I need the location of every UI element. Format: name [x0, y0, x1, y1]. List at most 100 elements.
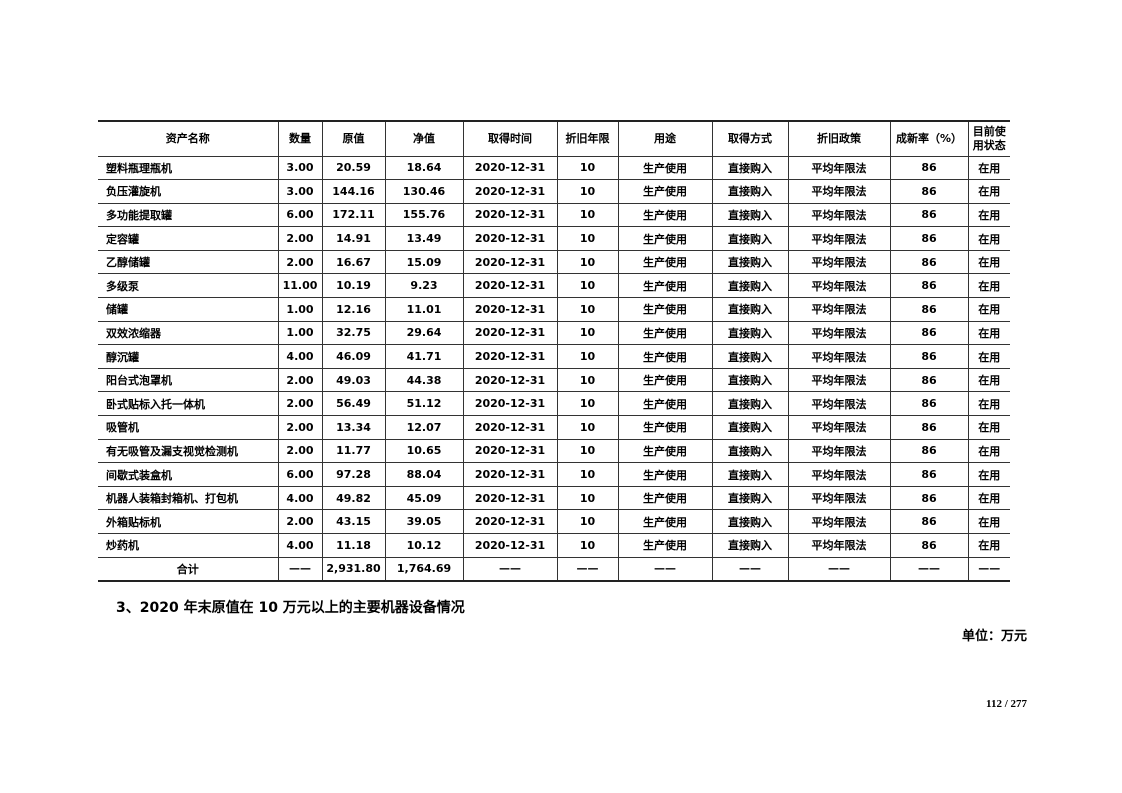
table-cell: 4.00: [277, 485, 323, 511]
table-cell: 2020-12-31: [462, 415, 558, 440]
table-row: 吸管机 2.00 13.34 12.07 2020-12-31 10 生产使用 直接购入 平均年…: [98, 415, 1010, 440]
total-cell: ——: [556, 556, 619, 582]
table-cell: 在用: [967, 367, 1010, 393]
table-cell: 2020-12-31: [462, 202, 558, 228]
table-cell: 13.34: [321, 415, 386, 440]
total-cell: ——: [462, 556, 558, 582]
table-cell: 平均年限法: [787, 202, 891, 228]
table-cell: 45.09: [384, 485, 464, 511]
table-cell: 2020-12-31: [462, 367, 558, 393]
table-cell: 86: [889, 297, 969, 322]
table-row: 外箱贴标机 2.00 43.15 39.05 2020-12-31 10 生产使用 直接购入平…: [98, 509, 1010, 534]
table-cell: 间歇式装盒机: [98, 462, 279, 487]
table-cell: 直接购入: [711, 462, 789, 487]
table-cell: 2.00: [277, 415, 323, 440]
table-cell: 平均年限法: [787, 415, 891, 440]
table-cell: 10: [556, 462, 619, 487]
table-cell: 生产使用: [617, 485, 713, 511]
table-cell: 39.05: [384, 509, 464, 534]
table-cell: 10: [556, 155, 619, 181]
table-cell: 平均年限法: [787, 367, 891, 393]
table-cell: 10: [556, 297, 619, 322]
table-cell: 2020-12-31: [462, 438, 558, 464]
table-cell: 10: [556, 391, 619, 417]
table-cell: 在用: [967, 509, 1010, 534]
table-cell: 10: [556, 485, 619, 511]
table-cell: 86: [889, 485, 969, 511]
table-cell: 2.00: [277, 509, 323, 534]
unit-label: 单位：万元: [961, 629, 1027, 644]
table-cell: 2020-12-31: [462, 320, 558, 346]
table-cell: 4.00: [277, 533, 323, 558]
table-cell: 10.12: [384, 533, 464, 558]
table-cell: 20.59: [321, 155, 386, 181]
table-cell: 155.76: [384, 202, 464, 228]
table-cell: 56.49: [321, 391, 386, 417]
table-cell: 86: [889, 509, 969, 534]
table-cell: 10: [556, 509, 619, 534]
table-cell: 86: [889, 202, 969, 228]
table-cell: 86: [889, 344, 969, 369]
table-row: 机器人装箱封箱机、打包机 4.00 49.82 45.09 2020-12-31 10 生产…: [98, 485, 1010, 511]
table-cell: 2020-12-31: [462, 179, 558, 204]
table-cell: 2020-12-31: [462, 509, 558, 534]
total-cell: ——: [277, 556, 323, 582]
page-number: 112 / 277: [986, 698, 1027, 710]
table-cell: 10: [556, 179, 619, 204]
table-cell: 46.09: [321, 344, 386, 369]
table-cell: 11.77: [321, 438, 386, 464]
table-row: 间歇式装盒机 6.00 97.28 88.04 2020-12-31 10 生产使用 直接购入…: [98, 462, 1010, 487]
table-cell: 49.03: [321, 367, 386, 393]
column-header: 折旧年限: [556, 120, 619, 157]
table-cell: 平均年限法: [787, 273, 891, 299]
table-cell: 机器人装箱封箱机、打包机: [98, 485, 279, 511]
table-cell: 130.46: [384, 179, 464, 204]
table-row: 多功能提取罐 6.00 172.11 155.76 2020-12-31 10 生产使用 直接…: [98, 202, 1010, 228]
table-cell: 11.00: [277, 273, 323, 299]
table-cell: 97.28: [321, 462, 386, 487]
table-cell: 86: [889, 367, 969, 393]
total-row: 合计 —— 2,931.80 1,764.69 —— —— —— —— —— —— ——: [98, 556, 1010, 582]
table-cell: 生产使用: [617, 509, 713, 534]
table-row: 负压灌旋机 3.00 144.16 130.46 2020-12-31 10 生产使用 直接购…: [98, 179, 1010, 204]
total-cell: ——: [967, 556, 1010, 582]
table-cell: 直接购入: [711, 367, 789, 393]
table-cell: 86: [889, 438, 969, 464]
table-cell: 10.19: [321, 273, 386, 299]
table-cell: 41.71: [384, 344, 464, 369]
table-cell: 直接购入: [711, 273, 789, 299]
table-cell: 2020-12-31: [462, 273, 558, 299]
column-header: 目前使用状态: [967, 120, 1010, 157]
table-cell: 有无吸管及漏支视觉检测机: [98, 438, 279, 464]
table-cell: 在用: [967, 485, 1010, 511]
table-cell: 生产使用: [617, 155, 713, 181]
table-cell: 生产使用: [617, 367, 713, 393]
total-cell: 2,931.80: [321, 556, 386, 582]
table-header-row: 资产名称 数量 原值 净值 取得时间 折旧年限 用途 取得方式 折旧政策 成新率（%） 目前使用状态: [98, 120, 1010, 157]
table-cell: 生产使用: [617, 391, 713, 417]
section-heading: 3、2020 年末原值在 10 万元以上的主要机器设备情况: [116, 600, 465, 616]
column-header: 成新率（%）: [889, 120, 969, 157]
table-cell: 双效浓缩器: [98, 320, 279, 346]
table-cell: 直接购入: [711, 320, 789, 346]
table-cell: 10: [556, 226, 619, 251]
table-cell: 直接购入: [711, 202, 789, 228]
table-cell: 51.12: [384, 391, 464, 417]
table-cell: 10: [556, 320, 619, 346]
table-row: 醇沉罐 4.00 46.09 41.71 2020-12-31 10 生产使用 直接购入 平均年…: [98, 344, 1010, 369]
table-cell: 在用: [967, 226, 1010, 251]
table-cell: 10: [556, 344, 619, 369]
table-cell: 在用: [967, 415, 1010, 440]
table-cell: 86: [889, 249, 969, 275]
table-cell: 直接购入: [711, 249, 789, 275]
table-cell: 直接购入: [711, 415, 789, 440]
column-header: 数量: [277, 120, 323, 157]
table-cell: 1.00: [277, 297, 323, 322]
table-cell: 在用: [967, 297, 1010, 322]
table-cell: 86: [889, 462, 969, 487]
table-cell: 86: [889, 155, 969, 181]
table-cell: 9.23: [384, 273, 464, 299]
table-cell: 86: [889, 179, 969, 204]
table-cell: 直接购入: [711, 179, 789, 204]
table-cell: 吸管机: [98, 415, 279, 440]
